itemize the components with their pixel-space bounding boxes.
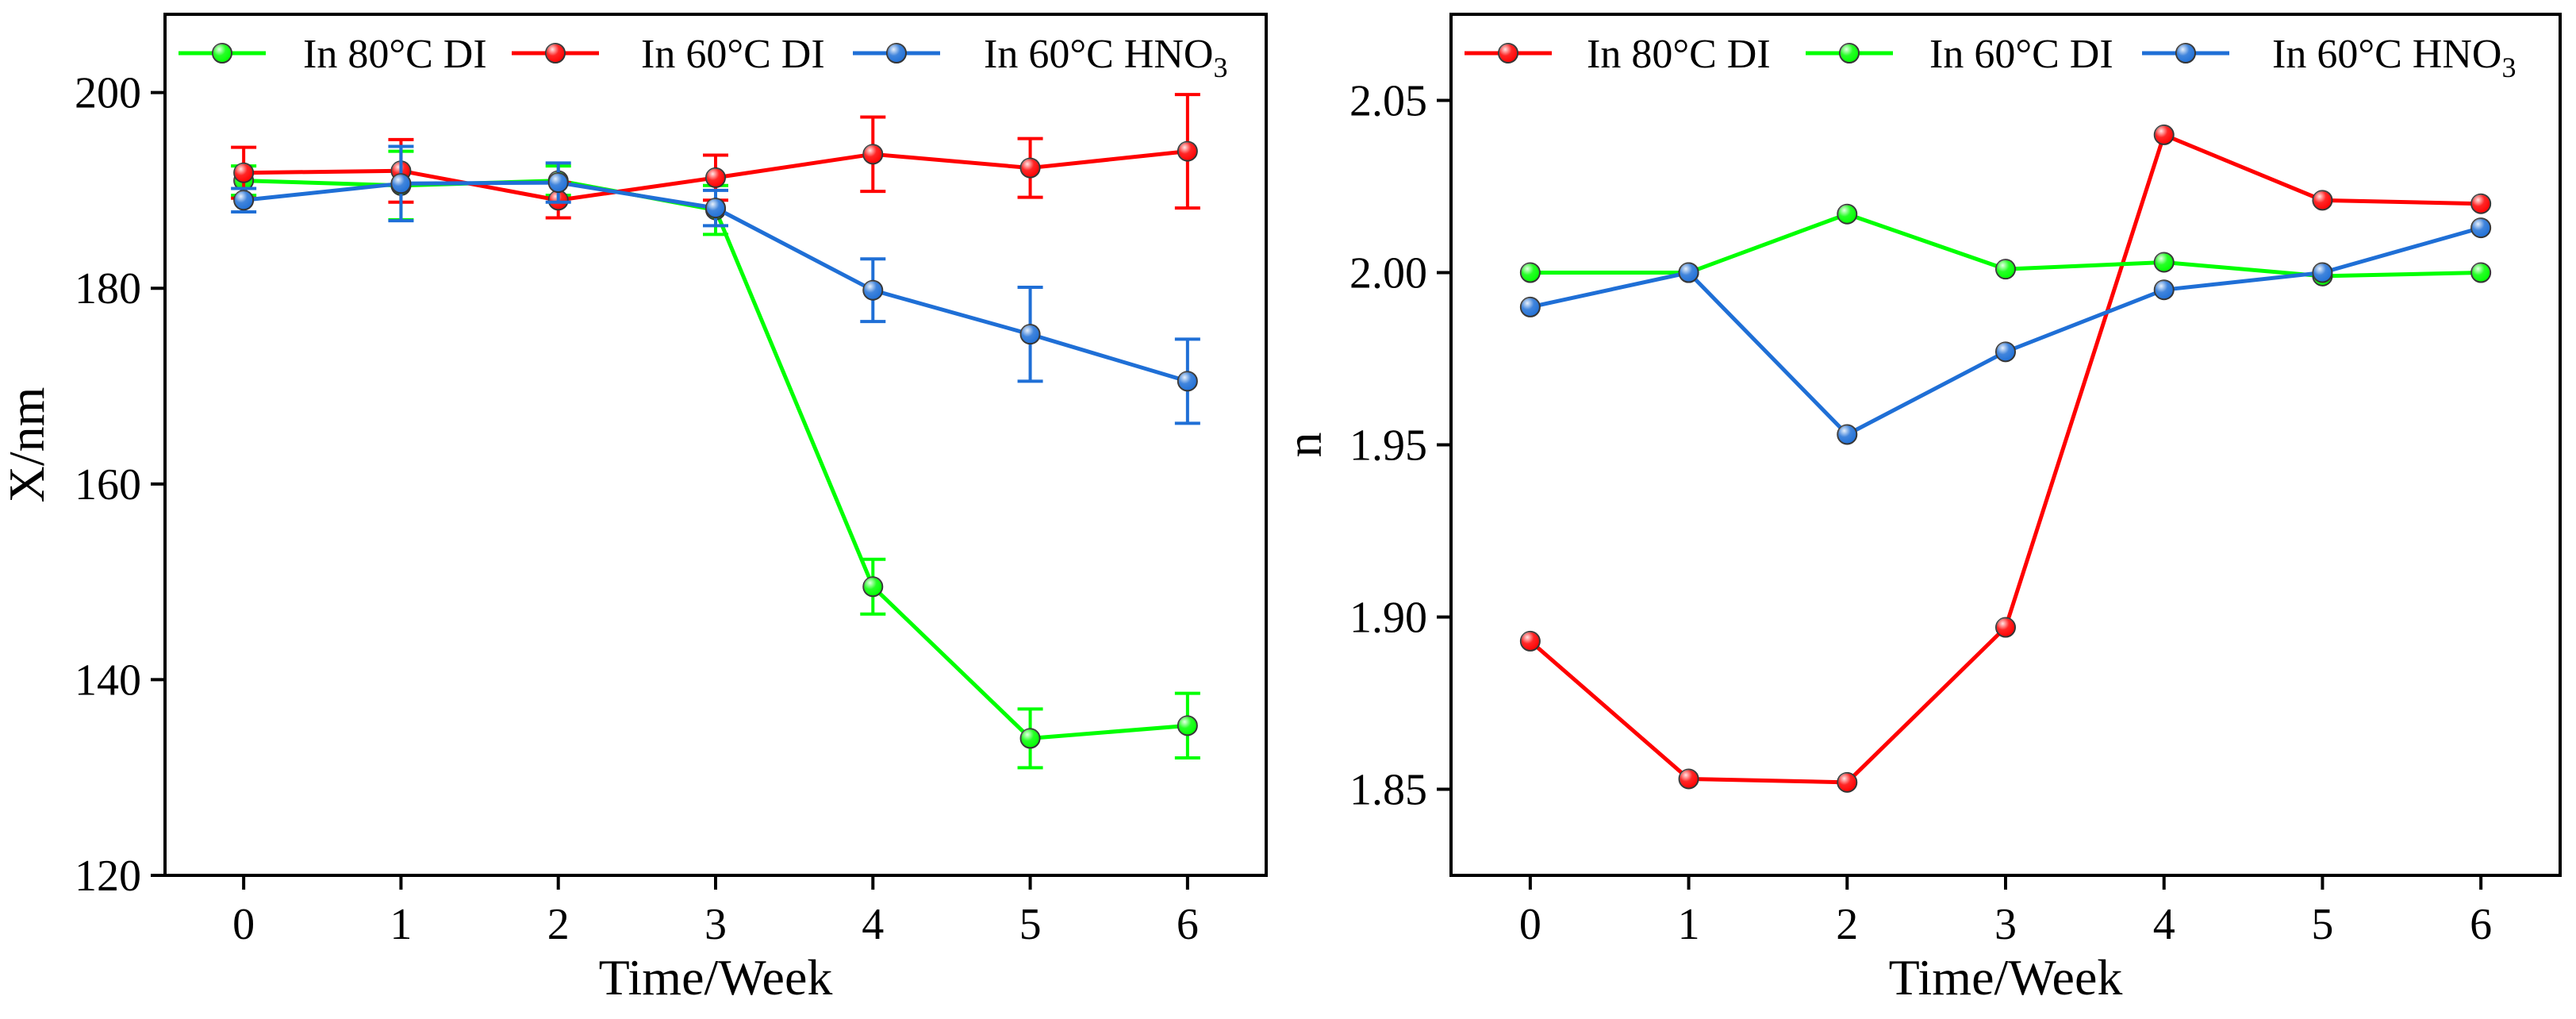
x-tick-label: 0 — [1519, 900, 1541, 949]
y-axis-title: n — [1276, 433, 1332, 458]
data-point-in-60-c-hno3 — [390, 173, 412, 194]
legend-label: In 60°C DI — [1929, 32, 2113, 77]
y-tick-label: 2.00 — [1349, 249, 1427, 298]
y-tick-label: 1.90 — [1349, 594, 1427, 643]
data-point-in-60-c-di — [862, 144, 884, 165]
data-point-in-60-c-di — [705, 167, 726, 188]
plot-frame — [1449, 13, 2562, 877]
series-in-80-c-di — [231, 149, 1200, 770]
x-tick-label: 2 — [1836, 900, 1858, 949]
series-line-in-80-c-di — [244, 179, 1188, 740]
y-tick-label: 120 — [75, 852, 141, 901]
data-point-in-60-c-hno3 — [862, 279, 884, 301]
data-point-in-80-c-di — [1837, 771, 1858, 793]
chart-panel-2: 0 1 2 3 4 5 6 1.85 1.90 1.95 2.00 2.05 Time/Week n In … — [1276, 13, 2562, 1006]
x-tick-label: 5 — [2311, 900, 2333, 949]
legend-label: In 60°C DI — [641, 32, 825, 77]
x-tick-label: 6 — [2470, 900, 2492, 949]
data-point-in-60-c-di — [2470, 262, 2492, 283]
series-in-80-c-di — [1519, 124, 2492, 793]
x-axis-title: Time/Week — [599, 949, 833, 1006]
x-axis-title: Time/Week — [1889, 949, 2123, 1006]
legend-label: In 60°C HNO3 — [2272, 32, 2516, 83]
data-point-in-80-c-di — [2470, 193, 2492, 214]
y-tick-label: 140 — [75, 656, 141, 705]
data-point-in-60-c-hno3 — [1177, 371, 1198, 392]
data-point-in-60-c-hno3 — [233, 190, 255, 211]
data-point-in-60-c-hno3 — [705, 198, 726, 219]
data-point-in-60-c-hno3 — [547, 172, 569, 194]
series-in-60-c-hno3 — [1519, 217, 2492, 445]
x-tick-label: 6 — [1177, 900, 1199, 949]
data-point-in-60-c-di — [2153, 252, 2175, 273]
data-point-in-60-c-hno3 — [1019, 324, 1041, 345]
data-point-in-80-c-di — [1177, 715, 1198, 736]
data-point-in-60-c-hno3 — [1995, 341, 2016, 363]
data-point-in-60-c-di — [233, 162, 255, 183]
series-in-60-c-di — [1519, 203, 2492, 286]
x-tick-label: 1 — [1678, 900, 1700, 949]
legend-label: In 80°C DI — [303, 32, 487, 77]
data-point-in-80-c-di — [2153, 124, 2175, 145]
series-line-in-60-c-hno3 — [1530, 225, 2482, 436]
y-tick-label: 1.95 — [1349, 421, 1427, 471]
x-tick-label: 4 — [862, 900, 884, 949]
x-tick-label: 3 — [704, 900, 727, 949]
legend-item-in-60-c-hno3: In 60°C HNO3 — [2142, 32, 2516, 83]
plot-frame — [163, 13, 1268, 877]
legend-item-in-60-c-hno3: In 60°C HNO3 — [853, 32, 1227, 83]
y-tick-label: 1.85 — [1349, 766, 1427, 815]
data-point-in-80-c-di — [862, 576, 884, 598]
x-tick-label: 2 — [547, 900, 570, 949]
legend-item-in-80-c-di: In 80°C DI — [1465, 32, 1771, 77]
data-point-in-60-c-hno3 — [1519, 296, 1541, 317]
data-point-in-60-c-di — [1837, 203, 1858, 225]
legend-label: In 60°C HNO3 — [984, 32, 1227, 83]
data-point-in-60-c-di — [1177, 140, 1198, 162]
data-point-in-80-c-di — [1519, 630, 1541, 652]
data-point-in-60-c-di — [1519, 262, 1541, 283]
data-point-in-60-c-hno3 — [1678, 262, 1699, 283]
chart-panel-1: 0 1 2 3 4 5 6 120 140 160 180 200 Time/Week X/nm In 80… — [0, 13, 1268, 1006]
y-tick-label: 180 — [75, 264, 141, 313]
data-point-in-60-c-hno3 — [2470, 217, 2492, 239]
legend-item-in-60-c-di: In 60°C DI — [1806, 32, 2113, 77]
legend-item-in-60-c-di: In 60°C DI — [512, 32, 825, 77]
data-point-in-80-c-di — [1019, 728, 1041, 749]
x-tick-label: 5 — [1019, 900, 1042, 949]
y-tick-label: 160 — [75, 460, 141, 510]
data-point-in-80-c-di — [1678, 768, 1699, 790]
legend-item-in-80-c-di: In 80°C DI — [179, 32, 487, 77]
y-axis-title: X/nm — [0, 387, 55, 503]
x-tick-label: 3 — [1994, 900, 2017, 949]
x-tick-label: 1 — [390, 900, 412, 949]
series-line-in-80-c-di — [1529, 133, 2482, 785]
data-point-in-60-c-hno3 — [2153, 279, 2175, 301]
data-point-in-60-c-di — [1019, 157, 1041, 179]
x-tick-label: 4 — [2153, 900, 2175, 949]
data-point-in-80-c-di — [2312, 190, 2333, 211]
y-tick-label: 200 — [75, 69, 141, 118]
data-point-in-60-c-hno3 — [1837, 424, 1858, 445]
series-in-60-c-hno3 — [231, 144, 1200, 425]
y-tick-label: 2.05 — [1349, 77, 1427, 126]
data-point-in-80-c-di — [1995, 617, 2016, 638]
data-point-in-60-c-hno3 — [2312, 262, 2333, 283]
data-point-in-60-c-di — [1995, 259, 2016, 280]
legend-label: In 80°C DI — [1587, 32, 1771, 77]
x-tick-label: 0 — [232, 900, 255, 949]
